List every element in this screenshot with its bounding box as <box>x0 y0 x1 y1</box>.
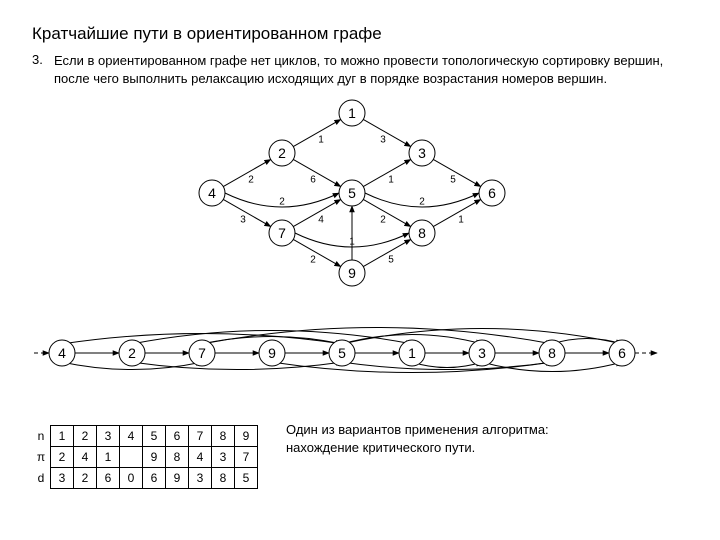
edge-weight: 5 <box>450 175 456 186</box>
table-row-label: d <box>32 468 51 489</box>
linear-node-label: 7 <box>198 345 206 361</box>
table-row: d326069385 <box>32 468 258 489</box>
graph-edge <box>363 240 410 267</box>
graph-edge <box>363 160 410 187</box>
item-row: 3. Если в ориентированном графе нет цикл… <box>32 52 688 87</box>
table-cell <box>120 447 143 468</box>
graph-node-label: 3 <box>418 145 426 161</box>
item-text: Если в ориентированном графе нет циклов,… <box>54 52 688 87</box>
graph-edge <box>433 200 480 227</box>
table-cell: 4 <box>74 447 97 468</box>
table-cell: 6 <box>166 426 189 447</box>
linear-node-label: 8 <box>548 345 556 361</box>
table-row: π24198437 <box>32 447 258 468</box>
table-cell: 2 <box>74 426 97 447</box>
edge-weight: 2 <box>310 255 316 266</box>
table-cell: 3 <box>189 468 212 489</box>
edge-weight: 1 <box>458 215 464 226</box>
table-cell: 9 <box>166 468 189 489</box>
table-cell: 7 <box>189 426 212 447</box>
note-text: Один из вариантов применения алгоритма: … <box>286 421 586 456</box>
table-cell: 0 <box>120 468 143 489</box>
table-cell: 4 <box>189 447 212 468</box>
linear-node-label: 9 <box>268 345 276 361</box>
graph-edge <box>293 160 340 187</box>
linear-node-label: 2 <box>128 345 136 361</box>
edge-weight: 1 <box>388 175 394 186</box>
graph-edge <box>293 240 340 267</box>
table-cell: 1 <box>51 426 74 447</box>
edge-weight: 3 <box>380 135 386 146</box>
linear-node-label: 1 <box>408 345 416 361</box>
edge-weight: 4 <box>318 215 324 226</box>
graph-node-label: 1 <box>348 105 356 121</box>
table-cell: 8 <box>166 447 189 468</box>
table-cell: 7 <box>235 447 258 468</box>
table-cell: 9 <box>143 447 166 468</box>
linear-arc-edge <box>552 339 622 344</box>
table-cell: 9 <box>235 426 258 447</box>
graph-node-label: 8 <box>418 225 426 241</box>
table-cell: 4 <box>120 426 143 447</box>
table-cell: 5 <box>235 468 258 489</box>
table-cell: 1 <box>97 447 120 468</box>
linear-node-label: 6 <box>618 345 626 361</box>
graph-edge <box>293 120 340 147</box>
edge-weight: 6 <box>310 175 316 186</box>
table-cell: 6 <box>97 468 120 489</box>
table-row-label: n <box>32 426 51 447</box>
table-cell: 5 <box>143 426 166 447</box>
linear-arc-edge <box>412 362 482 367</box>
result-table: n123456789π24198437d326069385 <box>32 425 258 489</box>
table-cell: 3 <box>212 447 235 468</box>
graph-node-label: 4 <box>208 185 216 201</box>
table-cell: 3 <box>51 468 74 489</box>
graph-node-label: 5 <box>348 185 356 201</box>
linear-graph: 4 2 7 9 5 1 3 8 6 <box>32 293 692 413</box>
edge-weight: 2 <box>279 197 285 208</box>
page-title: Кратчайшие пути в ориентированном графе <box>32 24 688 44</box>
table-cell: 2 <box>74 468 97 489</box>
graph-node-label: 2 <box>278 145 286 161</box>
table-cell: 8 <box>212 426 235 447</box>
graph-node-label: 6 <box>488 185 496 201</box>
edge-weight: 2 <box>419 197 425 208</box>
linear-arc-edge <box>342 362 552 369</box>
linear-arc-edge <box>202 328 552 344</box>
edge-weight: 5 <box>388 255 394 266</box>
graph-edge <box>363 200 410 227</box>
edge-weight: 1 <box>318 135 324 146</box>
main-graph: 132615223421215123456789 <box>92 93 612 293</box>
graph-node-label: 7 <box>278 225 286 241</box>
linear-node-label: 3 <box>478 345 486 361</box>
graph-edge <box>223 200 270 227</box>
linear-node-label: 5 <box>338 345 346 361</box>
edge-weight: 3 <box>240 215 246 226</box>
edge-weight: 2 <box>248 175 254 186</box>
graph-edge <box>433 160 480 187</box>
graph-edge <box>223 160 270 187</box>
edge-weight: 2 <box>380 215 386 226</box>
table-row-label: π <box>32 447 51 468</box>
graph-node-label: 9 <box>348 265 356 281</box>
table-cell: 3 <box>97 426 120 447</box>
table-cell: 2 <box>51 447 74 468</box>
table-cell: 8 <box>212 468 235 489</box>
table-cell: 6 <box>143 468 166 489</box>
graph-edge <box>363 120 410 147</box>
linear-node-label: 4 <box>58 345 66 361</box>
graph-edge <box>293 200 340 227</box>
item-number: 3. <box>32 52 46 87</box>
table-row: n123456789 <box>32 426 258 447</box>
